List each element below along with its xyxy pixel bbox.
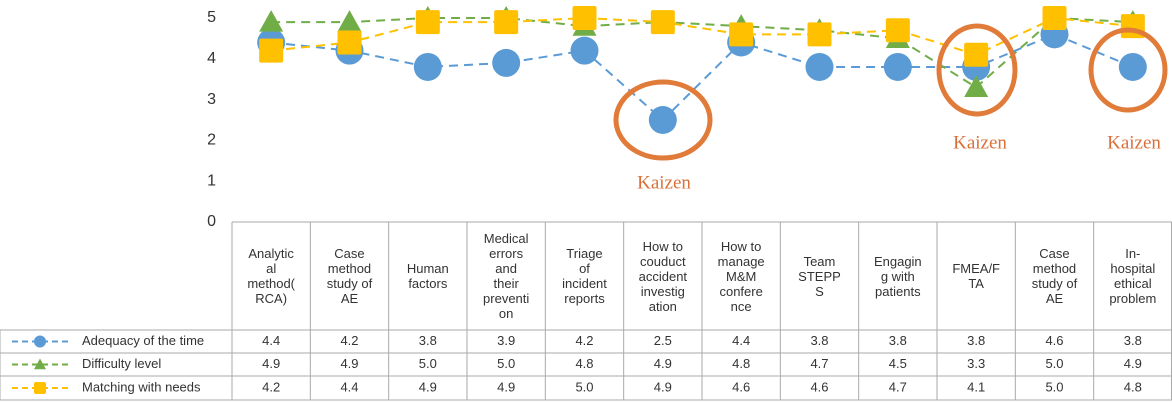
table-value: 4.7 [889, 379, 907, 394]
marker [885, 18, 910, 43]
marker [729, 22, 754, 47]
y-tick-label: 1 [207, 172, 216, 189]
category-label: How to couduct accident investig ation [638, 238, 688, 314]
marker [415, 10, 440, 35]
category-label: Analytic al method( RCA) [247, 246, 296, 306]
legend-label: Matching with needs [82, 379, 201, 394]
highlight-circle [1088, 27, 1168, 113]
y-tick-label: 3 [207, 91, 216, 108]
marker [494, 10, 519, 35]
marker [650, 10, 675, 35]
legend-label: Adequacy of the time [82, 333, 204, 348]
marker [648, 106, 677, 134]
marker [1042, 6, 1067, 30]
table-value: 4.9 [419, 379, 437, 394]
table-value: 5.0 [575, 379, 593, 394]
category-label: FMEA/F TA [952, 261, 1000, 291]
table-value: 3.8 [889, 333, 907, 348]
table-value: 3.8 [1124, 333, 1142, 348]
category-label: Engagin g with patients [873, 253, 922, 299]
table-value: 4.8 [1124, 379, 1142, 394]
table-value: 4.9 [262, 356, 280, 371]
table-value: 3.3 [967, 356, 985, 371]
marker [883, 52, 912, 81]
annotation: Kaizen [1107, 132, 1161, 153]
series-line [271, 16, 1133, 89]
series-line [271, 33, 1134, 122]
marker [259, 10, 284, 32]
table-value: 4.5 [889, 356, 907, 371]
marker [492, 48, 521, 77]
marker [570, 36, 599, 65]
category-label: In- hospital ethical problem [1109, 246, 1157, 306]
category-label: Triage of incident reports [562, 246, 607, 306]
y-tick-label: 0 [207, 213, 216, 230]
table-value: 4.9 [497, 379, 515, 394]
marker [337, 30, 362, 55]
table-value: 4.8 [575, 356, 593, 371]
marker [964, 75, 989, 97]
marker [805, 52, 834, 81]
table-value: 4.4 [340, 379, 358, 394]
category-label: Human factors [406, 261, 449, 291]
category-label: Team STEPP S [798, 253, 841, 299]
marker [337, 10, 362, 32]
table-value: 4.9 [1124, 356, 1142, 371]
table-value: 3.8 [967, 333, 985, 348]
annotation: Kaizen [637, 172, 691, 193]
annotation: Kaizen [953, 132, 1007, 153]
legend-marker [34, 382, 46, 394]
table-value: 4.9 [340, 356, 358, 371]
table-value: 4.4 [732, 333, 750, 348]
table-value: 4.6 [810, 379, 828, 394]
table-value: 4.6 [732, 379, 750, 394]
highlight-circle [936, 23, 1018, 117]
marker [572, 6, 597, 30]
table-value: 4.1 [967, 379, 985, 394]
marker [1118, 52, 1147, 81]
table-value: 4.9 [654, 356, 672, 371]
table-value: 4.8 [732, 356, 750, 371]
table-value: 3.8 [419, 333, 437, 348]
table-value: 4.4 [262, 333, 280, 348]
table-value: 5.0 [1045, 379, 1063, 394]
y-tick-label: 5 [207, 9, 216, 26]
legend-marker [34, 335, 46, 348]
table-value: 4.2 [340, 333, 358, 348]
table-value: 5.0 [419, 356, 437, 371]
table-value: 5.0 [497, 356, 515, 371]
table-value: 3.8 [810, 333, 828, 348]
table-value: 5.0 [1045, 356, 1063, 371]
series-line [271, 16, 1133, 56]
category-label: How to manage M&M confere nce [717, 238, 765, 314]
table-value: 3.9 [497, 333, 515, 348]
marker [413, 52, 442, 81]
table-value: 4.7 [810, 356, 828, 371]
table-value: 4.2 [575, 333, 593, 348]
highlight-circle [613, 79, 713, 161]
y-tick-label: 2 [207, 132, 216, 149]
marker [807, 22, 832, 47]
table-value: 4.6 [1045, 333, 1063, 348]
category-label: Case method study of AE [1031, 246, 1078, 306]
marker [259, 38, 284, 63]
category-label: Medical errors and their preventi on [483, 231, 530, 321]
category-label: Case method study of AE [326, 246, 373, 306]
legend-label: Difficulty level [82, 356, 161, 371]
y-tick-label: 4 [207, 50, 216, 67]
table-value: 4.2 [262, 379, 280, 394]
table-value: 2.5 [654, 333, 672, 348]
table-value: 4.9 [654, 379, 672, 394]
marker [964, 42, 989, 67]
legend-marker [34, 358, 46, 370]
